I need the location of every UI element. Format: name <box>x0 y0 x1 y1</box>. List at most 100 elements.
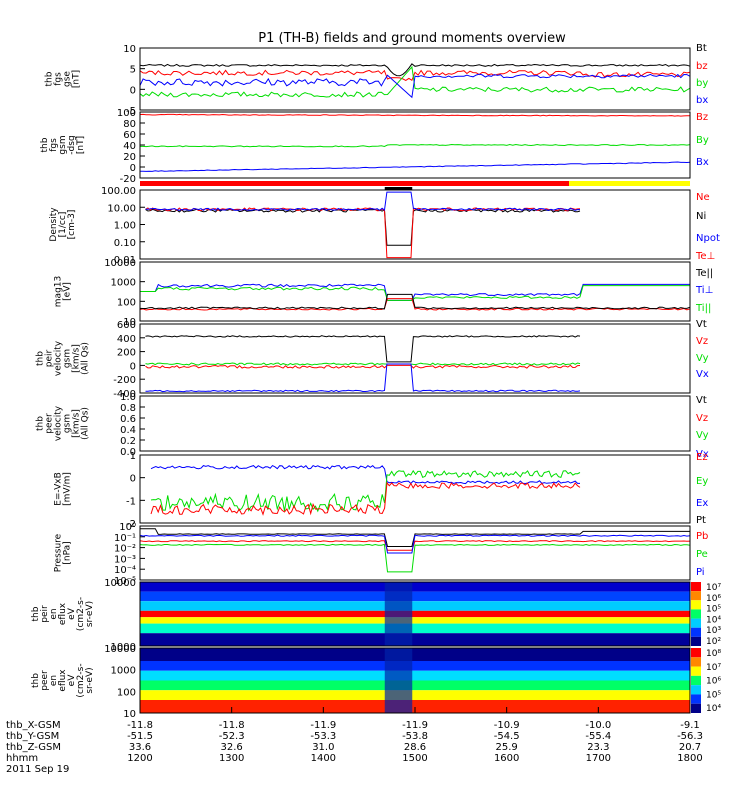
ephem-value: 1800 <box>677 753 702 764</box>
ephem-value: -11.8 <box>127 720 153 731</box>
colorbar-segment <box>691 703 701 713</box>
colorbar-tick: 10⁵ <box>706 605 721 615</box>
legend-Pb: Pb <box>696 531 708 542</box>
trace-Ti-perp <box>140 283 690 301</box>
spectrogram-band <box>140 601 690 611</box>
y-tick-label: -2 <box>126 519 136 530</box>
legend-bx: bx <box>696 95 708 106</box>
panel-frame <box>139 47 691 111</box>
trace-bz <box>139 69 691 82</box>
y-tick-label: 0 <box>130 85 136 96</box>
ephem-value: -55.4 <box>585 731 611 742</box>
y-label-line: thb <box>36 351 46 366</box>
trace-Ti-par <box>140 285 690 301</box>
y-tick-label: 10000 <box>104 644 136 655</box>
ephem-value: -10.0 <box>585 720 611 731</box>
y-label-line: thb <box>40 137 50 152</box>
legend-Bt: Bt <box>696 43 707 54</box>
legend-Vx: Vx <box>696 449 709 460</box>
legend-Ni: Ni <box>696 211 706 222</box>
y-label-line: [1/cc] <box>58 212 68 238</box>
y-tick-label: 600 <box>117 320 136 331</box>
y-axis-label: Density [1/cc] [cm-3] <box>49 207 77 242</box>
y-label-line: peer <box>40 670 50 691</box>
trace-Ex <box>150 464 580 485</box>
y-label-line: (cm2-s- <box>76 663 86 697</box>
trace-Pe <box>139 543 691 573</box>
colorbar: 10⁸ 10⁷ 10⁶ 10⁵ 10⁴ <box>691 648 721 714</box>
colorbar-segment <box>691 694 701 704</box>
ephem-date: 2011 Sep 19 <box>6 764 69 775</box>
y-tick-label: 10⁻³ <box>114 554 136 565</box>
ephemeris-table: thb_X-GSM -11.8 -11.8 -11.9 -11.9 -10.9 -10.0-… <box>6 720 703 775</box>
trace-bx <box>139 73 691 99</box>
panel-peir_eflux: thb peir en eflux eV (cm2-s-sr-eV)10000100010… <box>31 578 721 653</box>
ephem-value: 1300 <box>219 753 244 764</box>
y-axis-label: thb peer velocity gsm [km/s] (All Qs) <box>36 405 91 441</box>
ephem-value: -53.8 <box>402 731 428 742</box>
y-label-line: [km/s] <box>72 344 82 373</box>
ephem-value: -52.3 <box>219 731 245 742</box>
trace-Npot <box>145 191 581 211</box>
y-label-line: thb <box>31 673 41 688</box>
y-tick-label: 0 <box>130 361 136 372</box>
panel-frame <box>139 581 691 647</box>
colorbar-tick: 10⁷ <box>706 583 721 593</box>
legend-Ti⊥: Ti⊥ <box>695 285 713 296</box>
trace-Vy <box>145 362 581 366</box>
legend-Npot: Npot <box>696 233 720 244</box>
trace-Bz <box>139 113 691 117</box>
legend-Ti||: Ti|| <box>695 303 711 314</box>
colorbar-segment <box>691 685 701 695</box>
boundary-layer-region <box>384 582 413 646</box>
y-tick-label: 10 <box>123 44 136 55</box>
y-label-line: -dsg <box>67 135 77 154</box>
status-bar-black <box>384 187 413 190</box>
y-tick-label: 0.2 <box>120 436 136 447</box>
y-tick-label: 10⁻¹ <box>114 533 136 544</box>
ephem-value: -9.1 <box>680 720 700 731</box>
spectrogram-band <box>140 591 690 602</box>
y-label-line: peir <box>40 605 50 623</box>
panel-frame <box>139 261 691 322</box>
spectrogram-band <box>140 700 690 713</box>
colorbar-segment <box>691 609 701 619</box>
trace-Te-perp <box>139 298 691 311</box>
y-label-line: [nT] <box>72 70 82 88</box>
status-bar-red <box>140 181 569 186</box>
y-label-line: velocity <box>54 405 64 441</box>
trace-Vx <box>145 363 581 393</box>
spectrogram-band <box>140 670 690 681</box>
y-label-line: gsm <box>63 349 73 368</box>
y-label-line: Pressure <box>54 533 64 572</box>
spectrogram-band <box>140 648 690 661</box>
colorbar-tick: 10³ <box>706 626 721 636</box>
legend-Bz: Bz <box>696 112 708 123</box>
spectrogram-band <box>140 690 690 700</box>
legend-Vy: Vy <box>696 353 709 364</box>
y-label-line: velocity <box>54 340 64 376</box>
legend-Te||: Te|| <box>695 268 713 279</box>
y-tick-label: 5 <box>130 65 136 76</box>
ephem-value: 1400 <box>311 753 336 764</box>
trace-Vt <box>145 335 581 363</box>
trace-Pi <box>139 534 691 554</box>
legend-Te⊥: Te⊥ <box>695 251 715 262</box>
legend-by: by <box>696 78 708 89</box>
ephem-row-label: thb_Z-GSM <box>6 742 61 753</box>
y-tick-label: -200 <box>113 375 136 386</box>
y-tick-label: 10⁻⁵ <box>114 576 136 587</box>
trace-by <box>139 65 691 98</box>
plot-title: P1 (TH-B) fields and ground moments over… <box>258 31 566 46</box>
y-tick-label: -1 <box>126 496 136 507</box>
ephem-value: -11.8 <box>219 720 245 731</box>
y-label-line: en <box>49 608 59 619</box>
y-axis-label: thb fgs gse [nT] <box>45 70 82 88</box>
trace-Ni <box>145 208 581 246</box>
y-label-line: (All Qs) <box>81 342 91 375</box>
y-label-line: eflux <box>58 602 68 625</box>
y-label-line: [km/s] <box>72 409 82 438</box>
